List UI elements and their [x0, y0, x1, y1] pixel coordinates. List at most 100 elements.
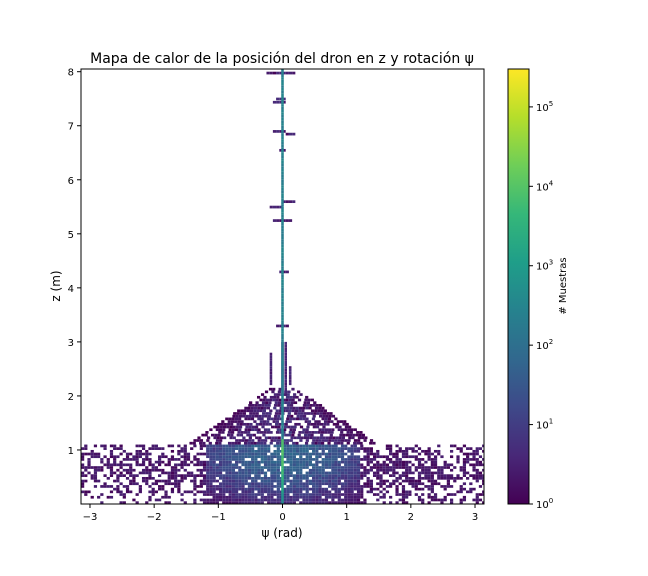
heatmap-cell — [209, 482, 213, 486]
heatmap-cell — [308, 458, 313, 461]
heatmap-cell — [281, 387, 284, 391]
heatmap-cell — [161, 479, 165, 483]
heatmap-cell — [216, 436, 220, 440]
heatmap-cell — [449, 498, 454, 502]
heatmap-cell — [283, 447, 287, 450]
heatmap-cell — [269, 441, 273, 445]
heatmap-cell — [334, 493, 338, 496]
x-tick-label: −1 — [211, 512, 226, 523]
heatmap-cell — [189, 441, 193, 445]
heatmap-cell — [259, 409, 263, 413]
heatmap-cell — [218, 487, 223, 491]
heatmap-cell — [289, 458, 293, 461]
heatmap-cell — [302, 474, 306, 477]
heatmap-cell — [308, 406, 312, 410]
heatmap-cell — [260, 482, 264, 486]
heatmap-cell — [389, 458, 393, 461]
heatmap-cell — [328, 444, 332, 448]
heatmap-cell — [385, 447, 390, 450]
heatmap-cell — [212, 493, 216, 496]
heatmap-cell — [312, 439, 316, 442]
heatmap-cell — [312, 444, 316, 448]
heatmap-cell — [247, 485, 252, 488]
heatmap-cell — [283, 455, 287, 459]
heatmap-cell — [289, 495, 293, 499]
heatmap-cell — [321, 476, 325, 480]
heatmap-cell — [276, 444, 280, 448]
heatmap-cell — [469, 458, 473, 461]
heatmap-cell — [257, 455, 261, 459]
heatmap-cell — [228, 463, 232, 467]
heatmap-cell — [251, 487, 255, 491]
heatmap-cell — [180, 447, 184, 450]
heatmap-cell — [299, 425, 304, 429]
heatmap-cell — [281, 225, 284, 229]
heatmap-cell — [281, 223, 284, 226]
heatmap-cell — [337, 460, 341, 464]
heatmap-cell — [286, 487, 290, 491]
heatmap-cell — [289, 444, 293, 448]
x-axis-label: ψ (rad) — [262, 526, 303, 540]
heatmap-cell — [281, 155, 284, 159]
heatmap-cell — [206, 466, 210, 469]
heatmap-cell — [347, 479, 351, 483]
heatmap-cell — [395, 490, 399, 494]
heatmap-cell — [209, 487, 213, 491]
heatmap-cell — [276, 474, 280, 477]
heatmap-cell — [270, 474, 274, 477]
heatmap-cell — [344, 428, 348, 432]
heatmap-cell — [322, 436, 326, 440]
heatmap-cell — [337, 441, 341, 445]
heatmap-cell — [424, 466, 428, 469]
heatmap-cell — [210, 433, 215, 437]
heatmap-cell — [154, 498, 159, 502]
heatmap-cell — [430, 458, 434, 461]
heatmap-cell — [180, 460, 184, 464]
heatmap-cell — [305, 482, 309, 486]
heatmap-cell — [337, 490, 341, 494]
heatmap-cell — [231, 458, 236, 461]
heatmap-cell — [275, 409, 279, 413]
heatmap-cell — [401, 474, 406, 477]
heatmap-cell — [363, 482, 367, 486]
heatmap-cell — [274, 401, 278, 405]
heatmap-cell — [462, 487, 467, 491]
heatmap-cell — [459, 476, 463, 480]
heatmap-cell — [317, 441, 322, 445]
heatmap-cell — [302, 417, 306, 421]
heatmap-cell — [164, 482, 168, 486]
heatmap-cell — [269, 366, 273, 369]
heatmap-cell — [288, 382, 292, 386]
heatmap-cell — [231, 428, 235, 432]
heatmap-cell — [276, 449, 280, 453]
heatmap-cell — [315, 482, 319, 486]
heatmap-cell — [292, 460, 296, 464]
heatmap-cell — [269, 395, 274, 399]
heatmap-cell — [299, 455, 303, 459]
heatmap-cell — [281, 468, 284, 472]
heatmap-cell — [260, 393, 265, 396]
heatmap-cell — [309, 404, 313, 407]
heatmap-cell — [87, 490, 91, 494]
heatmap-cell — [328, 452, 332, 456]
heatmap-cell — [305, 485, 309, 488]
heatmap-cell — [340, 449, 345, 453]
heatmap-cell — [254, 471, 258, 475]
heatmap-cell — [299, 466, 303, 469]
heatmap-cell — [241, 482, 245, 486]
heatmap-cell — [414, 482, 418, 486]
heatmap-cell — [324, 501, 329, 504]
heatmap-cell — [244, 406, 248, 410]
heatmap-cell — [281, 160, 284, 164]
heatmap-cell — [475, 476, 479, 480]
heatmap-cell — [318, 466, 322, 469]
heatmap-cell — [90, 452, 94, 456]
heatmap-cell — [141, 460, 146, 464]
heatmap-cell — [251, 444, 255, 448]
heatmap-cell — [282, 100, 286, 104]
heatmap-cell — [316, 436, 320, 440]
heatmap-cell — [215, 501, 219, 504]
heatmap-cell — [385, 463, 390, 467]
heatmap-cell — [279, 71, 283, 75]
heatmap-cell — [273, 485, 277, 488]
